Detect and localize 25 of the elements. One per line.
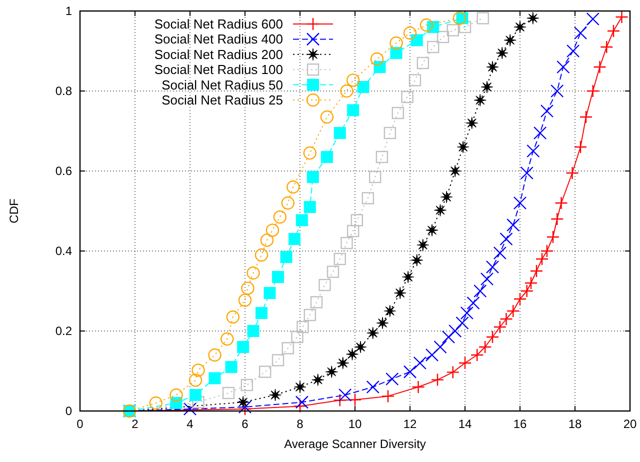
x-tick-label: 18 xyxy=(568,417,582,431)
y-axis-title: CDF xyxy=(7,198,21,224)
x-tick-label: 14 xyxy=(458,417,472,431)
legend-label: Social Net Radius 600 xyxy=(154,16,283,32)
x-tick-label: 10 xyxy=(348,417,362,431)
legend-label: Social Net Radius 400 xyxy=(154,32,283,47)
legend-label: Social Net Radius 200 xyxy=(154,46,283,62)
x-tick-label: 20 xyxy=(623,417,637,431)
x-tick-label: 0 xyxy=(76,417,84,431)
legend-label: Social Net Radius 25 xyxy=(162,92,283,108)
legend-label: Social Net Radius 50 xyxy=(162,77,283,92)
legend-label: Social Net Radius 100 xyxy=(154,62,283,78)
y-tick-label: 0.6 xyxy=(55,164,72,178)
x-axis-title: Average Scanner Diversity xyxy=(284,437,426,451)
x-tick-label: 2 xyxy=(132,417,139,431)
y-tick-label: 0.2 xyxy=(55,324,72,338)
y-tick-label: 0.4 xyxy=(55,244,72,258)
x-tick-label: 16 xyxy=(513,417,527,431)
y-tick-label: 0 xyxy=(65,404,72,418)
y-tick-label: 0.8 xyxy=(55,84,72,98)
x-tick-label: 8 xyxy=(296,417,304,431)
x-tick-label: 4 xyxy=(186,417,194,431)
y-tick-label: 1 xyxy=(65,4,72,18)
x-tick-label: 12 xyxy=(403,417,417,431)
x-tick-label: 6 xyxy=(242,417,249,431)
